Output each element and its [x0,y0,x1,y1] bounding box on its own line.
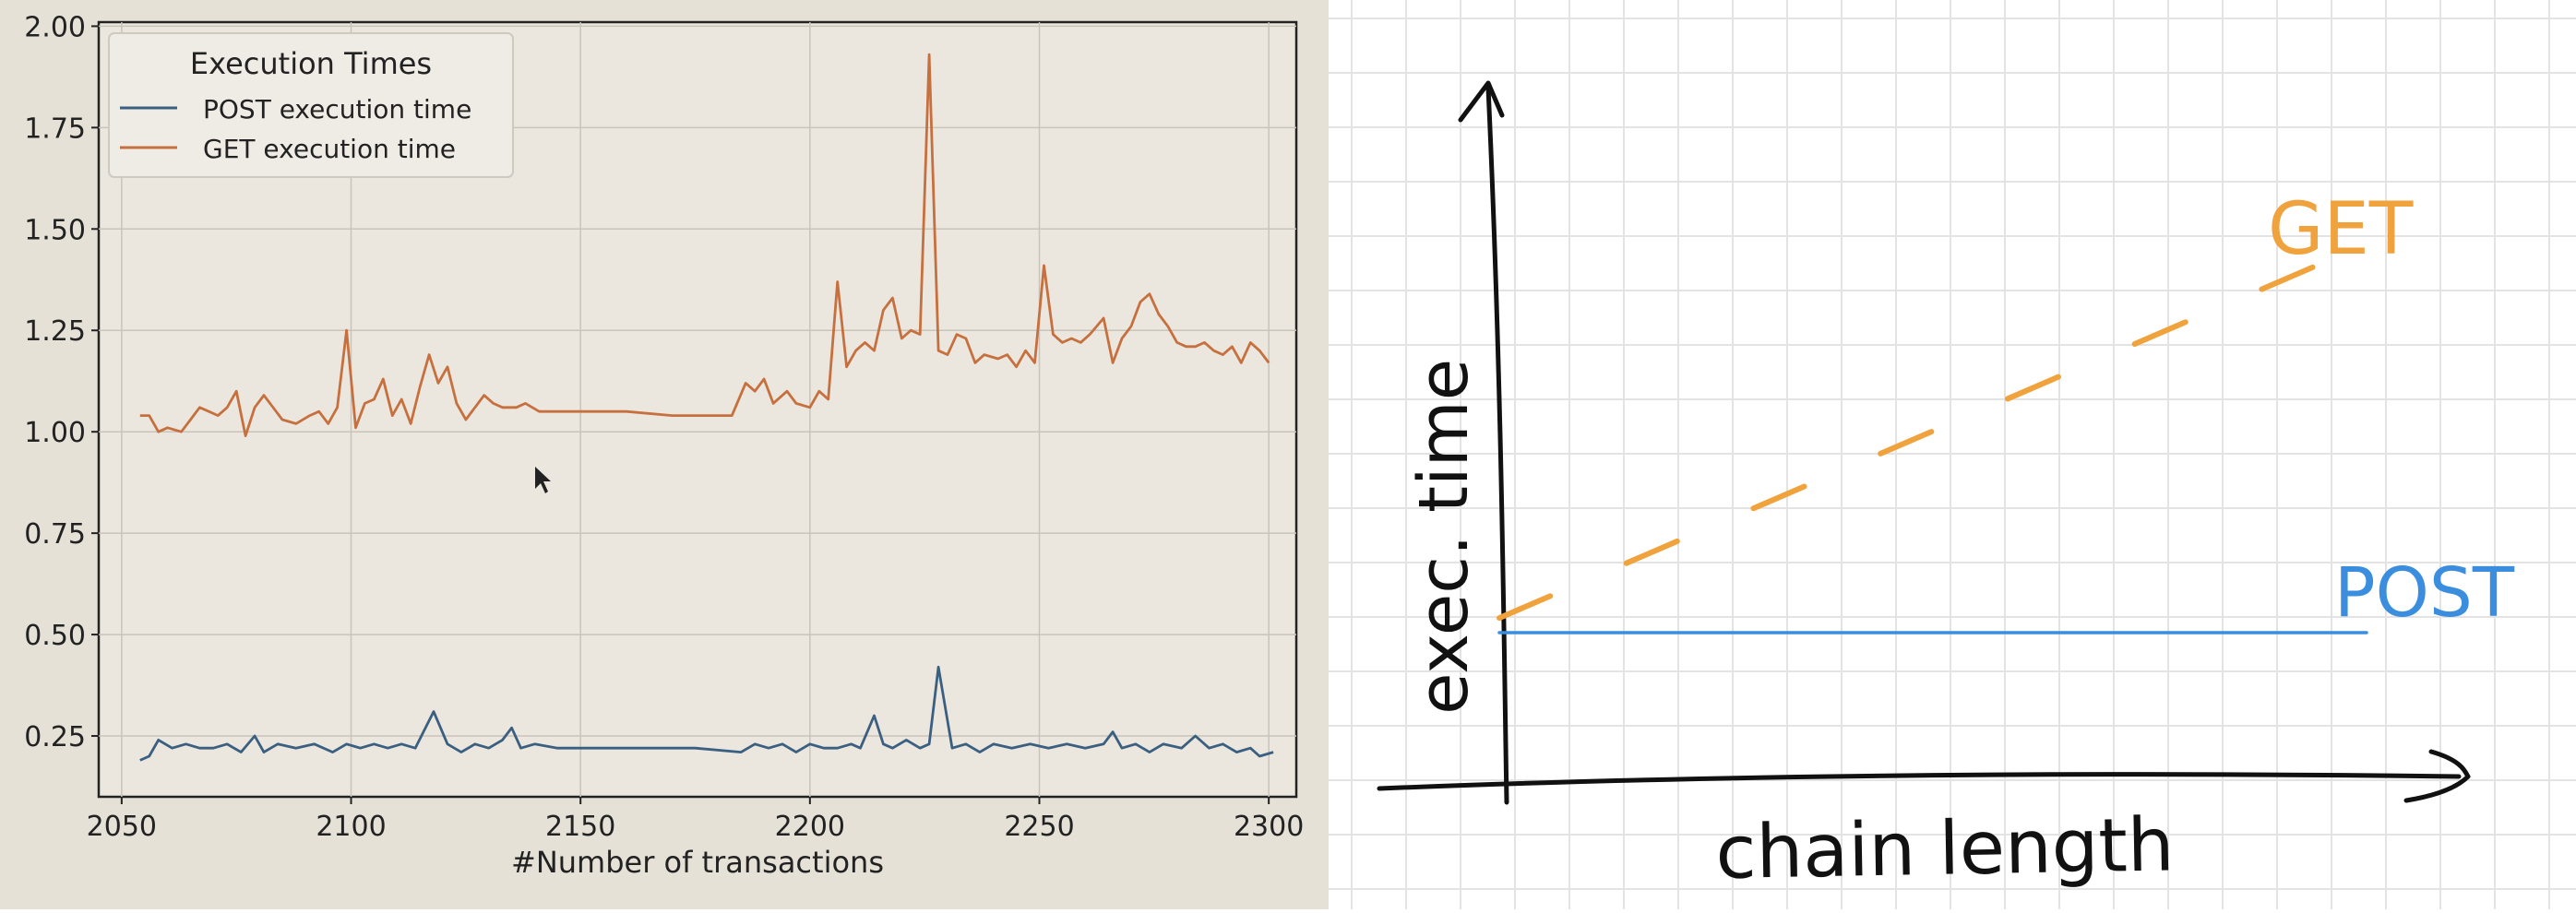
x-tick-label: 2050 [87,811,157,843]
series-line-post [139,665,1274,762]
sketch-series [1497,241,2369,634]
y-tick-labels: 0.25 0.50 0.75 1.00 1.25 1.50 1.75 2.00 [24,11,86,753]
paper-grid [1329,0,2576,909]
sketch-y-label: exec. time [1404,359,1484,715]
legend-label-post: POST execution time [203,94,471,125]
legend-box [108,32,514,178]
y-tick-label: 1.50 [24,214,86,246]
execution-times-photo: 0.25 0.50 0.75 1.00 1.25 1.50 1.75 2.00 2050 210… [0,0,1329,909]
sketch-line-get [1497,241,2369,622]
y-tick-label: 2.00 [24,11,86,43]
x-tick-label: 2150 [545,811,615,843]
sketch-x-label: chain length [1715,801,2176,895]
y-tick-label: 1.75 [24,113,86,145]
x-tick-label: 2300 [1234,811,1304,843]
x-tick-label: 2200 [775,811,845,843]
series-lines [139,53,1274,762]
y-axis-arrowhead-icon [1458,80,1505,123]
series-line-get [139,53,1270,437]
x-tick-label: 2250 [1004,811,1074,843]
hand-sketch: chain length exec. time GET POST [1329,0,2576,909]
y-tick-label: 0.50 [24,620,86,652]
sketch-label-post: POST [2334,553,2515,633]
legend-label-get: GET execution time [203,134,456,164]
x-axis-arrowhead-icon [2403,749,2471,803]
sketch-chart: chain length exec. time GET POST [1329,0,2576,909]
x-axis-label: #Number of transactions [511,845,884,880]
y-tick-label: 1.00 [24,417,86,449]
x-tick-labels: 2050 2100 2150 2200 2250 2300 [87,811,1305,843]
mouse-cursor-icon [535,467,551,493]
legend-title: Execution Times [190,46,432,81]
y-tick-label: 1.25 [24,315,86,348]
sketch-label-get: GET [2268,188,2414,271]
x-axis-line [1377,772,2462,791]
y-tick-label: 0.25 [24,721,86,753]
x-tick-label: 2100 [316,811,386,843]
y-axis-line [1485,85,1509,805]
legend: Execution Times POST execution time GET … [108,32,514,178]
execution-times-chart: 0.25 0.50 0.75 1.00 1.25 1.50 1.75 2.00 2050 210… [24,11,1305,880]
y-tick-label: 0.75 [24,518,86,551]
